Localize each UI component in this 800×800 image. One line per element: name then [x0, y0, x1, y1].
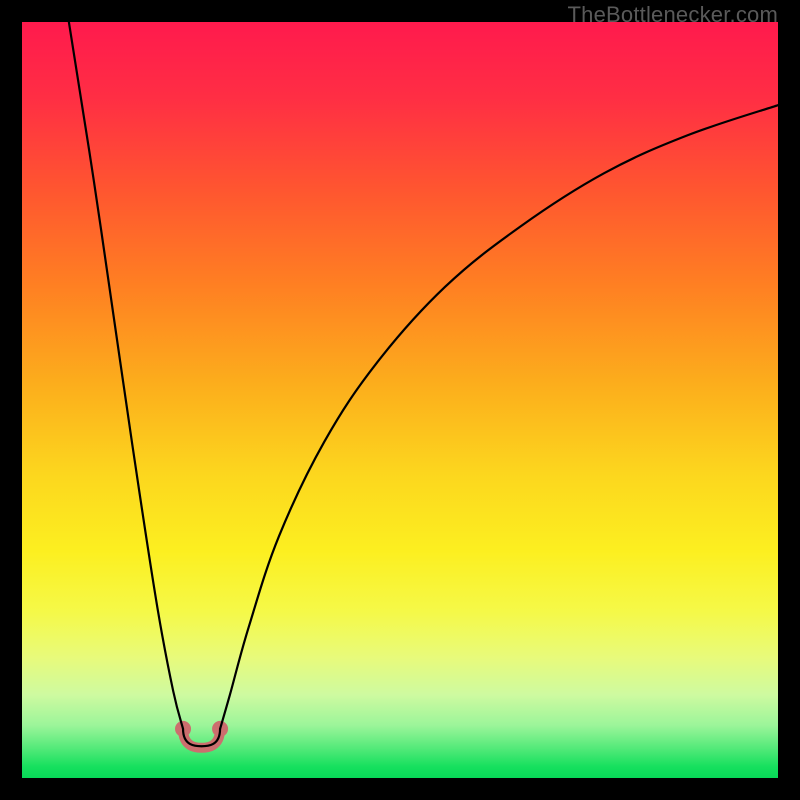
curve-left-branch — [69, 22, 183, 729]
curve-right-branch — [220, 105, 778, 729]
curve-layer — [22, 22, 778, 778]
bottleneck-chart — [22, 22, 778, 778]
